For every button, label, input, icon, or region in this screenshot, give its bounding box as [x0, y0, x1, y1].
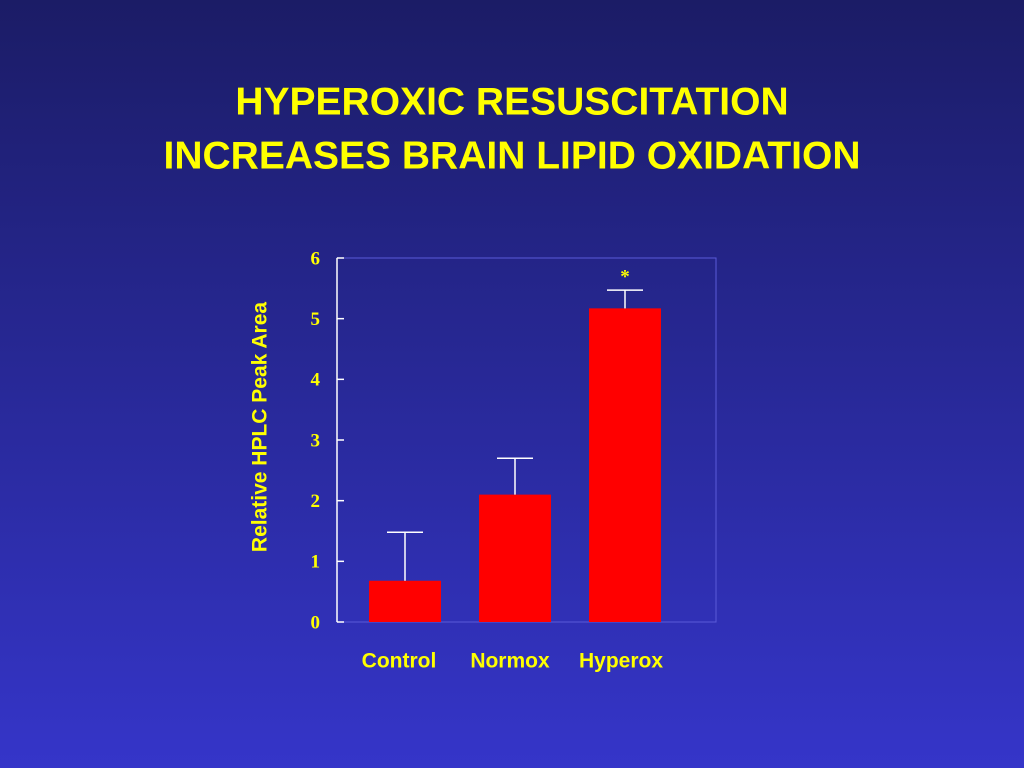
- y-tick-label: 6: [311, 248, 321, 269]
- bar: [589, 308, 661, 622]
- bar: [369, 580, 441, 622]
- error-bar: [607, 289, 643, 309]
- y-tick-label: 2: [311, 491, 321, 512]
- x-tick-label: Hyperox: [579, 650, 663, 673]
- error-bar: [497, 457, 533, 495]
- y-tick-label: 4: [311, 370, 321, 391]
- title-line: INCREASES BRAIN LIPID OXIDATION: [164, 134, 861, 177]
- annotation: *: [620, 267, 630, 288]
- x-tick-label: Control: [362, 650, 437, 673]
- y-tick-label: 3: [311, 430, 321, 451]
- y-tick-label: 0: [311, 612, 321, 633]
- y-tick-label: 5: [311, 309, 321, 330]
- x-tick-label: Normox: [470, 650, 550, 673]
- title-line: HYPEROXIC RESUSCITATION: [235, 80, 788, 123]
- y-tick-label: 1: [311, 552, 321, 573]
- bar: [479, 494, 551, 622]
- y-axis-label: Relative HPLC Peak Area: [249, 302, 272, 552]
- error-bar: [387, 531, 423, 581]
